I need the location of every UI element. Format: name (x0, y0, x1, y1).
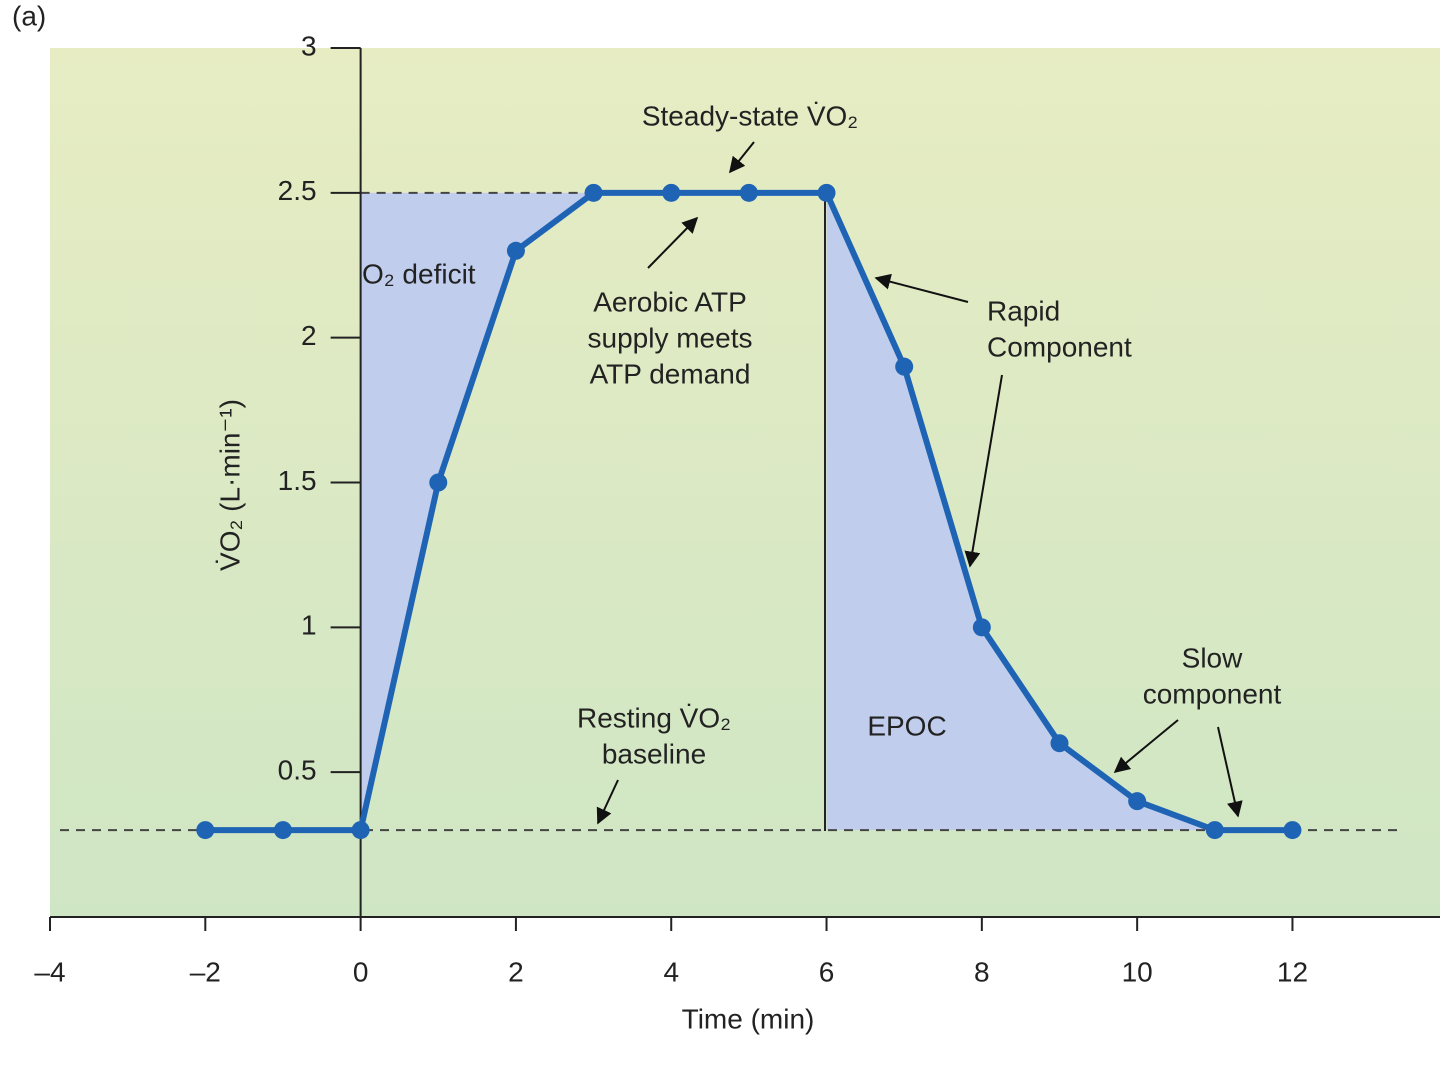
annotation: EPOC (867, 710, 946, 741)
x-tick-label: 12 (1277, 956, 1308, 987)
annotation: Rapid (987, 295, 1060, 326)
annotation: Resting V̇O₂ (577, 702, 731, 733)
annotation: Slow (1182, 642, 1243, 673)
y-axis-title: V̇O₂ (L·min⁻¹) (214, 399, 245, 571)
data-point (196, 821, 215, 840)
y-tick-label: 1.5 (278, 465, 317, 496)
data-point (506, 241, 525, 260)
annotation: Aerobic ATP (593, 286, 747, 317)
data-point (739, 183, 758, 202)
y-tick-label: 0.5 (278, 755, 317, 786)
y-tick-label: 2.5 (278, 175, 317, 206)
data-point (895, 357, 914, 376)
data-point (351, 821, 370, 840)
x-tick-label: 0 (353, 956, 369, 987)
epoc-area (826, 192, 1215, 831)
x-tick-label: 4 (663, 956, 679, 987)
data-point (972, 618, 991, 637)
x-tick-label: –2 (190, 956, 221, 987)
annotation: Steady-state V̇O₂ (642, 100, 858, 131)
arrows (596, 141, 1243, 825)
data-point (817, 183, 836, 202)
annotation: component (1143, 678, 1282, 709)
data-point (1283, 821, 1302, 840)
annotation: baseline (602, 738, 706, 769)
data-point (584, 183, 603, 202)
data-point (1050, 734, 1069, 753)
x-axis-title: Time (min) (682, 1003, 815, 1034)
x-tick-label: 8 (974, 956, 990, 987)
y-tick-label: 2 (301, 320, 317, 351)
annotation: O₂ deficit (362, 258, 476, 289)
x-tick-label: 6 (819, 956, 835, 987)
annotation: supply meets (588, 322, 753, 353)
data-point (1205, 821, 1224, 840)
o2-deficit-area (360, 192, 594, 831)
data-point (1128, 792, 1147, 811)
x-tick-label: –4 (34, 956, 65, 987)
panel-label: (a) (12, 0, 46, 31)
data-point (429, 473, 448, 492)
annotation: ATP demand (590, 358, 751, 389)
x-tick-label: 2 (508, 956, 524, 987)
annotation: Component (987, 331, 1132, 362)
data-point (273, 821, 292, 840)
x-tick-label: 10 (1122, 956, 1153, 987)
data-point (662, 183, 681, 202)
y-tick-label: 3 (301, 30, 317, 61)
y-tick-label: 1 (301, 610, 317, 641)
